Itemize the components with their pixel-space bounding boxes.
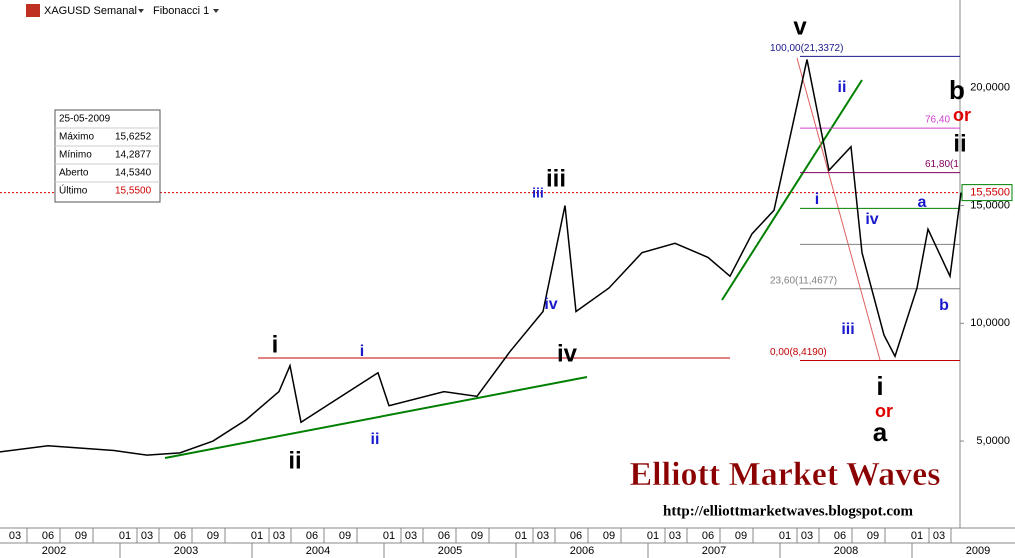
- wave-label: or: [875, 401, 893, 421]
- x-tick-label: 06: [702, 530, 714, 542]
- year-label: 2009: [966, 545, 990, 557]
- y-tick-label: 10,0000: [970, 317, 1010, 329]
- wave-label: iii: [532, 185, 544, 201]
- x-tick-label: 01: [119, 530, 131, 542]
- y-tick-label: 20,0000: [970, 82, 1010, 94]
- last-price-box: [961, 184, 1013, 202]
- info-key: Último: [59, 184, 88, 197]
- x-tick-label: 01: [779, 530, 791, 542]
- year-label: 2003: [174, 545, 198, 557]
- wave-label: ii: [953, 130, 966, 157]
- wave-label: iv: [544, 296, 557, 313]
- info-key: Aberto: [59, 168, 89, 179]
- fib-label: 76,40: [925, 115, 950, 126]
- year-label: 2006: [570, 545, 594, 557]
- info-key: Máximo: [59, 132, 94, 143]
- watermark: Elliott Market Waves: [630, 456, 941, 493]
- wave-label: i: [272, 331, 279, 358]
- wave-label: ii: [371, 431, 380, 448]
- fib-label: 100,00(21,3372): [770, 43, 843, 54]
- x-tick-label: 03: [141, 530, 153, 542]
- wave-label: iii: [546, 165, 566, 192]
- year-label: 2004: [306, 545, 330, 557]
- info-value: 14,2877: [115, 150, 152, 161]
- chart-subtitle[interactable]: Fibonacci 1: [153, 5, 209, 17]
- y-tick-label: 5,0000: [976, 435, 1010, 447]
- x-tick-label: 09: [735, 530, 747, 542]
- x-tick-label: 01: [383, 530, 395, 542]
- info-value: 15,5500: [115, 186, 152, 197]
- x-tick-label: 03: [9, 530, 21, 542]
- wave-label: iv: [865, 211, 878, 228]
- year-label: 2007: [702, 545, 726, 557]
- year-label: 2002: [42, 545, 66, 557]
- x-tick-label: 09: [471, 530, 483, 542]
- wave-label: b: [949, 75, 965, 105]
- symbol-icon: [26, 4, 40, 17]
- info-key: Mínimo: [59, 150, 92, 161]
- x-tick-label: 06: [834, 530, 846, 542]
- x-tick-label: 03: [801, 530, 813, 542]
- info-box: [54, 109, 161, 203]
- chart-title[interactable]: XAGUSD Semanal: [44, 5, 137, 17]
- x-tick-label: 03: [537, 530, 549, 542]
- fib-label: 61,80(1: [925, 159, 959, 170]
- x-tick-label: 03: [405, 530, 417, 542]
- x-tick-label: 03: [933, 530, 945, 542]
- x-tick-label: 06: [570, 530, 582, 542]
- x-tick-label: 09: [75, 530, 87, 542]
- price-line: [0, 59, 962, 456]
- dropdown-arrow[interactable]: [138, 9, 144, 13]
- wave-label: i: [815, 191, 819, 208]
- trend-line: [164, 376, 588, 459]
- fib-diagonal: [796, 57, 881, 361]
- x-tick-label: 03: [273, 530, 285, 542]
- x-tick-label: 06: [306, 530, 318, 542]
- watermark-url: http://elliottmarketwaves.blogspot.com: [663, 503, 913, 519]
- x-tick-label: 06: [174, 530, 186, 542]
- x-tick-label: 09: [867, 530, 879, 542]
- wave-label: or: [953, 105, 971, 125]
- info-value: 15,6252: [115, 132, 152, 143]
- dropdown-arrow[interactable]: [213, 9, 219, 13]
- x-tick-label: 06: [438, 530, 450, 542]
- wave-label: iv: [557, 340, 578, 367]
- fib-label: 23,60(11,4677): [770, 275, 837, 286]
- year-label: 2008: [834, 545, 858, 557]
- x-tick-label: 06: [42, 530, 54, 542]
- wave-label: ii: [838, 79, 847, 96]
- x-tick-label: 09: [207, 530, 219, 542]
- x-tick-label: 01: [251, 530, 263, 542]
- info-date: 25-05-2009: [59, 114, 111, 125]
- year-label: 2005: [438, 545, 462, 557]
- x-tick-label: 03: [669, 530, 681, 542]
- last-price-label: 15,5500: [970, 187, 1010, 199]
- y-tick-label: 15,0000: [970, 199, 1010, 211]
- wave-label: a: [873, 417, 888, 447]
- x-tick-label: 01: [515, 530, 527, 542]
- wave-label: a: [918, 194, 927, 211]
- info-value: 14,5340: [115, 168, 152, 179]
- wave-label: ii: [288, 447, 301, 474]
- fib-label: 0,00(8,4190): [770, 347, 827, 358]
- wave-label: b: [939, 297, 949, 314]
- x-tick-label: 09: [339, 530, 351, 542]
- wave-label: iii: [841, 321, 854, 338]
- wave-label: i: [876, 371, 883, 401]
- trend-line: [721, 79, 863, 301]
- x-tick-label: 01: [911, 530, 923, 542]
- wave-label: v: [793, 13, 807, 40]
- x-tick-label: 01: [647, 530, 659, 542]
- x-tick-label: 09: [603, 530, 615, 542]
- wave-label: i: [360, 343, 364, 360]
